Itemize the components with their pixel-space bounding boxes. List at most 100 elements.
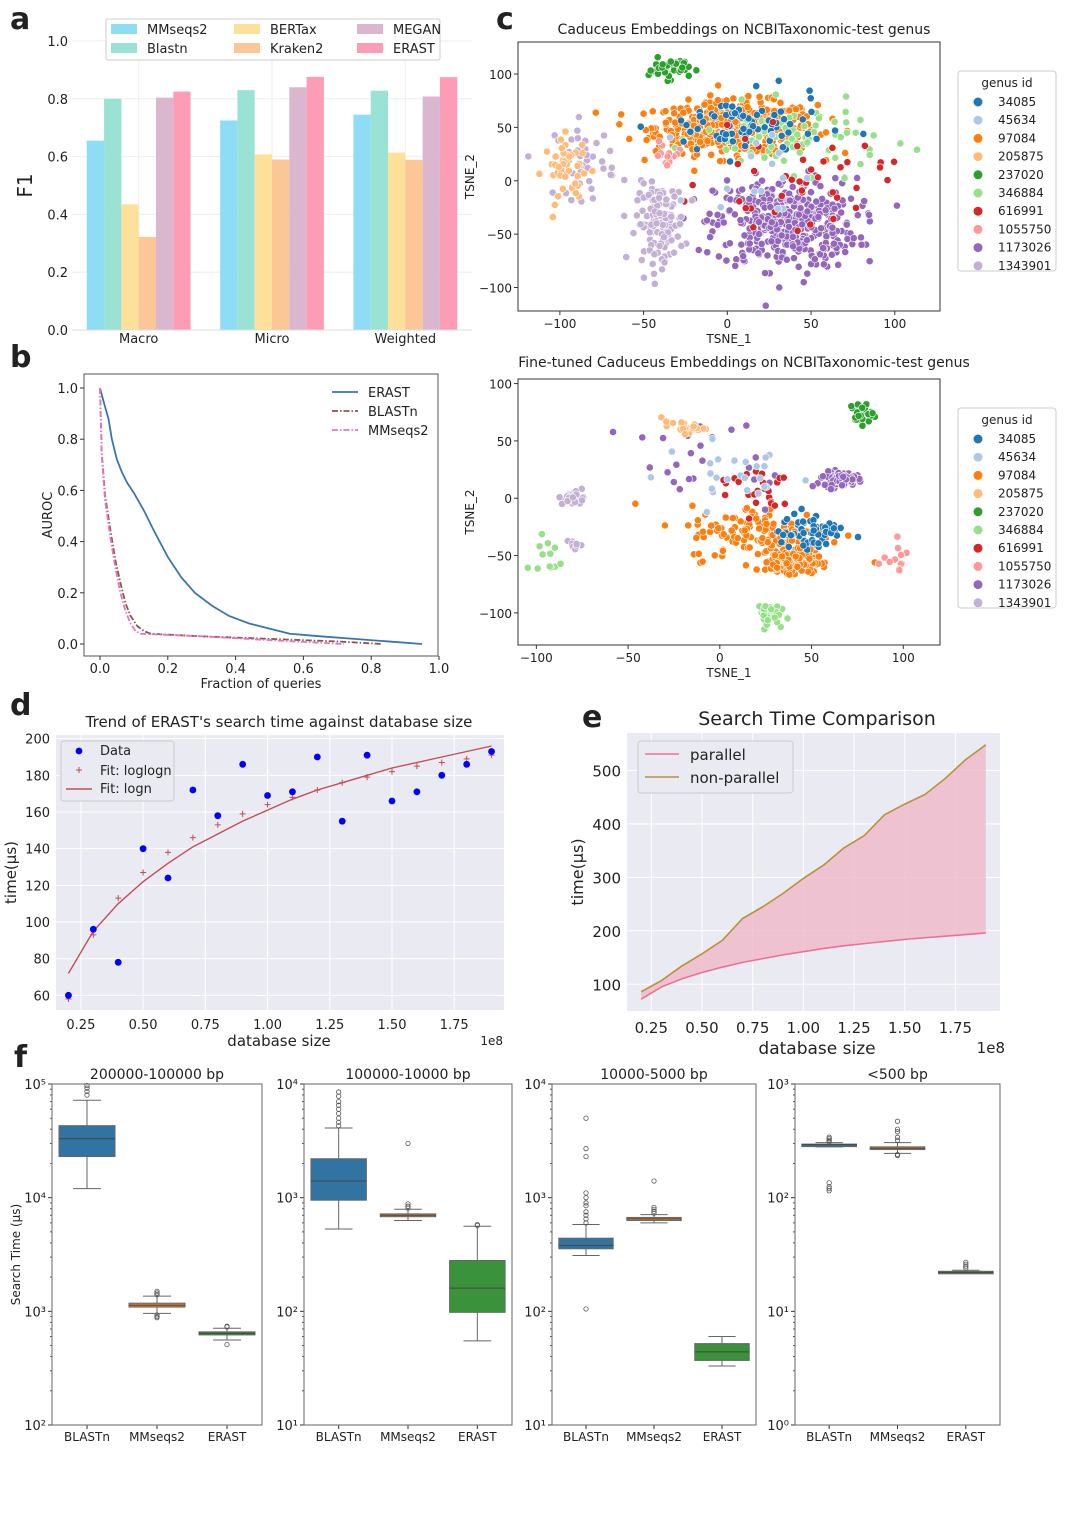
y-axis-label: AUROC [41,492,56,539]
point-genus-616991 [876,163,884,172]
point-genus-97084 [769,519,778,528]
outlier-mmseqs2 [651,1204,657,1211]
data-point [164,874,172,882]
y-tick-label: 10² [276,1305,298,1320]
y-tick-label: 10² [767,1192,789,1207]
x-tick-label: BLASTn [563,1430,609,1444]
legend-marker-346884 [973,188,983,198]
point-genus-34085 [777,538,786,547]
point-genus-97084 [762,519,771,528]
point-genus-1173026 [703,216,711,225]
y-axis-label: F1 [13,173,37,197]
point-genus-346884 [731,144,739,153]
point-genus-1173026 [761,505,770,514]
y-tick-label: 1.0 [57,382,78,397]
outlier-erast [224,1323,230,1329]
legend-marker-loglogn [76,767,82,773]
plot-frame [794,1083,1001,1426]
point-genus-97084 [778,552,787,561]
y-tick-label: 10³ [767,1078,789,1093]
point-genus-1173026 [737,240,746,249]
point-genus-97084 [631,499,640,508]
point-genus-1173026 [816,250,824,259]
point-genus-34085 [814,539,823,548]
point-genus-97084 [729,94,738,103]
x-multiplier: 1e8 [977,1039,1005,1057]
data-point [189,786,197,794]
y-tick-label: −100 [479,282,512,296]
bar-blastn-macro [104,98,122,330]
point-genus-1343901 [655,241,664,250]
point-genus-1173026 [803,269,812,278]
point-genus-1173026 [827,485,835,494]
plot-frame [303,1083,513,1426]
point-genus-45634 [774,204,782,213]
data-point [338,817,346,825]
point-genus-616991 [770,501,779,510]
point-genus-1343901 [677,212,685,221]
bar-megan-micro [289,87,307,331]
point-genus-616991 [779,473,788,482]
point-genus-616991 [777,191,786,200]
y-tick-label: 10⁰ [767,1419,789,1434]
point-genus-1343901 [667,212,676,221]
point-genus-1173026 [819,244,827,253]
outlier-blastn [336,1089,342,1095]
point-genus-205875 [657,413,666,422]
point-genus-97084 [719,530,728,539]
point-genus-1055750 [653,151,662,160]
x-tick-label: 1.00 [253,1018,282,1033]
point-genus-1343901 [592,139,601,147]
y-tick-label: 0.8 [47,93,68,108]
point-genus-1173026 [830,239,838,248]
point-genus-346884 [800,122,809,131]
point-genus-1343901 [660,233,668,242]
point-genus-34085 [679,137,688,146]
point-genus-97084 [753,550,762,558]
plot-frame [517,41,941,312]
legend-swatch-kraken2 [234,43,260,53]
point-genus-97084 [670,109,679,118]
point-genus-97084 [792,105,800,114]
point-genus-616991 [741,204,750,213]
x-tick-label: 0.4 [225,662,246,677]
x-tick-label: Weighted [375,332,437,347]
point-genus-1173026 [827,250,836,259]
x-tick-label: −50 [631,317,656,331]
legend-label: 97084 [998,131,1036,145]
legend-marker-616991 [973,206,983,216]
point-genus-616991 [723,120,732,129]
point-genus-97084 [743,103,752,111]
point-genus-97084 [782,559,791,568]
point-genus-97084 [617,110,626,119]
point-genus-45634 [754,489,763,498]
legend-marker-34085 [973,97,983,107]
bar-bertax-macro [121,204,139,330]
fit-loglogn-marker [389,768,395,775]
point-genus-45634 [702,508,711,516]
point-genus-1173026 [788,183,797,191]
point-genus-34085 [693,125,702,133]
point-genus-34085 [784,128,793,137]
point-genus-45634 [760,462,769,471]
legend-box [957,407,1057,609]
point-genus-97084 [716,157,725,165]
point-genus-1173026 [831,174,840,183]
x-tick-label: MMseqs2 [626,1430,682,1444]
legend-title: genus id [981,76,1032,90]
x-axis-label: TSNE_1 [705,666,751,680]
point-genus-34085 [822,540,831,548]
x-tick-label: ERAST [947,1430,986,1444]
outlier-blastn [583,1153,589,1160]
point-genus-1173026 [820,480,829,489]
y-axis-label: TSNE_2 [463,489,477,535]
x-tick-label: 1.25 [837,1019,870,1037]
bar-megan-weighted [422,96,440,330]
point-genus-97084 [841,148,850,157]
point-genus-34085 [636,122,645,131]
outlier-blastn [826,1184,832,1190]
legend-label: 1343901 [998,596,1051,610]
point-genus-45634 [747,152,755,161]
outlier-blastn [336,1110,342,1117]
outlier-blastn [583,1212,589,1218]
